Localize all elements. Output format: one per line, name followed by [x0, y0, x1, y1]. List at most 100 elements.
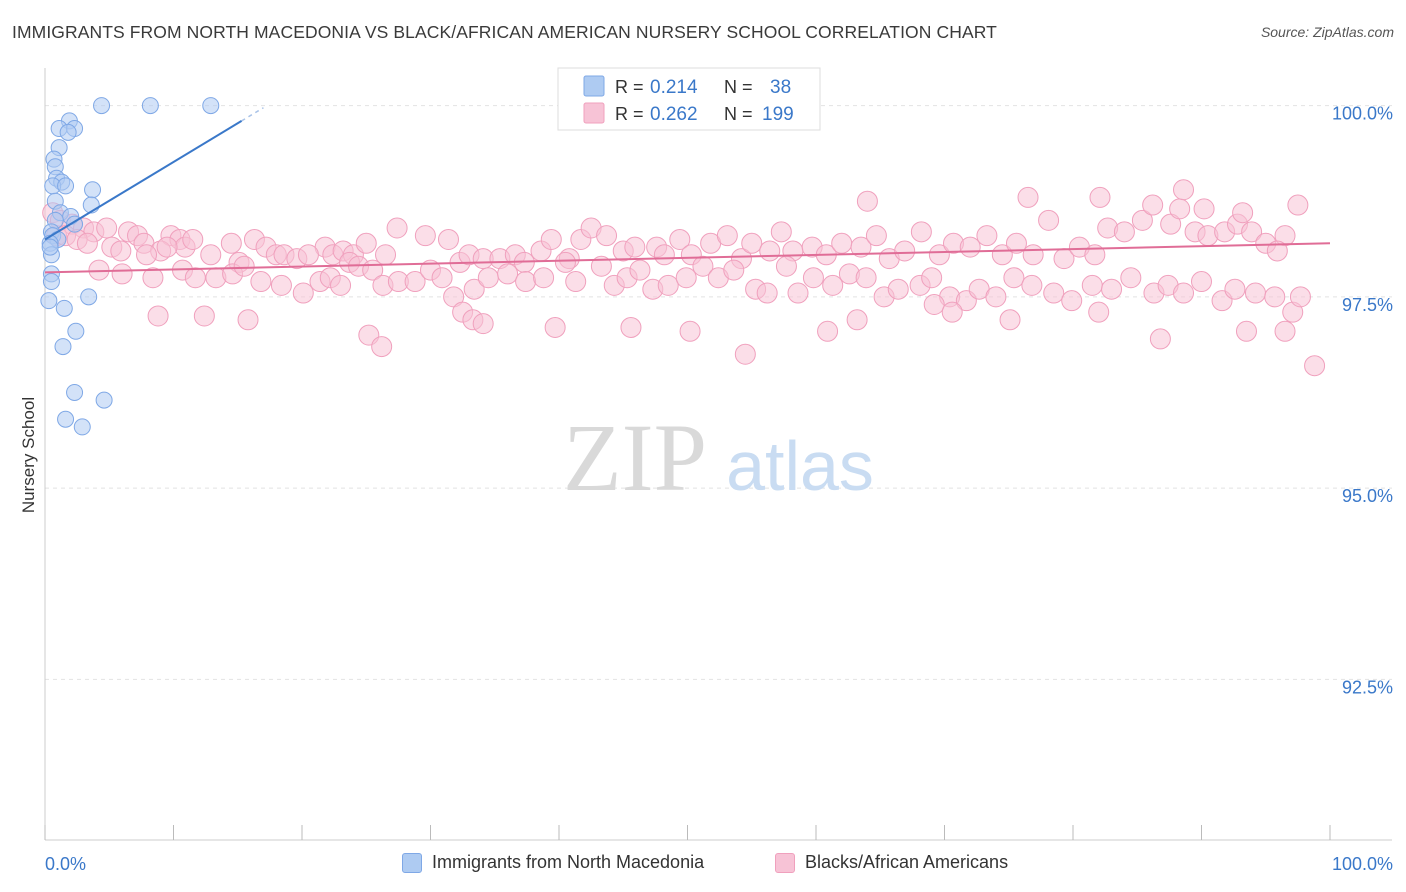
- series-legend: Immigrants from North Macedonia Blacks/A…: [0, 852, 1406, 878]
- pink-point: [1089, 186, 1111, 208]
- pink-point: [147, 305, 169, 327]
- trend-line-blue-extension: [241, 107, 264, 122]
- pink-point: [1021, 274, 1043, 296]
- pink-point: [431, 267, 453, 289]
- stats-legend-swatch-blue: [583, 75, 605, 97]
- pink-point: [1266, 240, 1288, 262]
- pink-point: [1173, 179, 1195, 201]
- pink-point: [1235, 320, 1257, 342]
- pink-point: [734, 343, 756, 365]
- pink-point: [620, 316, 642, 338]
- pink-point: [679, 320, 701, 342]
- y-axis-label: Nursery School: [19, 397, 38, 513]
- chart-source: Source: ZipAtlas.com: [1260, 24, 1394, 40]
- pink-point: [1274, 320, 1296, 342]
- tick-labels: 92.5% 95.0% 97.5% 100.0% 0.0% 100.0%: [45, 104, 1393, 874]
- pink-point: [657, 274, 679, 296]
- y-tick-label: 100.0%: [1332, 104, 1393, 124]
- stats-n-label-blue: N =: [724, 77, 753, 97]
- pink-point: [250, 271, 272, 293]
- pink-point: [463, 278, 485, 300]
- pink-point: [96, 217, 118, 239]
- pink-point: [292, 282, 314, 304]
- pink-point: [515, 271, 537, 293]
- pink-point: [330, 274, 352, 296]
- blue-point: [57, 177, 75, 195]
- pink-point: [437, 228, 459, 250]
- pink-point: [540, 228, 562, 250]
- watermark-atlas: atlas: [726, 427, 874, 505]
- pink-point: [865, 225, 887, 247]
- pink-point: [1142, 194, 1164, 216]
- pink-point: [1173, 282, 1195, 304]
- pink-point: [775, 255, 797, 277]
- pink-point: [1264, 286, 1286, 308]
- pink-point: [1193, 198, 1215, 220]
- y-tick-label: 92.5%: [1342, 677, 1393, 697]
- pink-point: [156, 236, 178, 258]
- pink-point: [959, 236, 981, 258]
- pink-point: [1149, 328, 1171, 350]
- pink-point: [1191, 271, 1212, 293]
- pink-point: [756, 282, 778, 304]
- pink-point: [477, 267, 499, 289]
- pink-point: [1304, 355, 1326, 377]
- stats-r-label-blue: R =: [615, 77, 644, 97]
- legend-item-blacks-african-americans[interactable]: Blacks/African Americans: [775, 852, 1008, 873]
- pink-point: [111, 263, 133, 285]
- pink-point: [894, 240, 916, 262]
- stats-r-value-pink: 0.262: [650, 104, 698, 125]
- pink-point: [233, 255, 255, 277]
- pink-point: [76, 232, 98, 254]
- pink-point: [846, 309, 868, 331]
- pink-point: [1287, 194, 1309, 216]
- pink-point: [741, 232, 763, 254]
- stats-r-label-pink: R =: [615, 104, 644, 124]
- blue-point: [84, 181, 102, 199]
- pink-point: [414, 225, 436, 247]
- pink-point: [533, 267, 555, 289]
- pink-point: [1101, 278, 1123, 300]
- blue-point: [202, 97, 220, 115]
- blue-point: [57, 410, 75, 428]
- axes: [44, 68, 1392, 841]
- pink-point: [1169, 198, 1191, 220]
- legend-swatch-pink: [775, 852, 795, 873]
- pink-point: [669, 228, 691, 250]
- pink-point: [817, 320, 839, 342]
- pink-point: [1005, 232, 1027, 254]
- blue-point: [93, 97, 111, 115]
- blue-point: [55, 299, 73, 317]
- pink-point: [910, 221, 932, 243]
- pink-point: [270, 274, 292, 296]
- pink-point: [802, 267, 824, 289]
- pink-point: [887, 278, 909, 300]
- pink-point: [822, 274, 844, 296]
- blue-point: [40, 292, 58, 310]
- pink-point: [787, 282, 809, 304]
- pink-point: [1081, 274, 1103, 296]
- blue-point: [80, 288, 98, 306]
- pink-point: [716, 225, 738, 247]
- legend-item-north-macedonia[interactable]: Immigrants from North Macedonia: [402, 852, 704, 873]
- pink-point: [692, 255, 714, 277]
- pink-point: [923, 294, 945, 315]
- legend-swatch-blue: [402, 852, 422, 873]
- trend-line-pink: [44, 242, 1331, 274]
- pink-point: [110, 240, 132, 262]
- pink-point: [544, 316, 566, 338]
- pink-point: [941, 301, 963, 323]
- pink-point: [1043, 282, 1065, 304]
- blue-point: [66, 383, 84, 401]
- blue-point: [42, 273, 60, 291]
- pink-point: [136, 244, 158, 266]
- gridlines: [45, 105, 1392, 680]
- pink-point: [590, 255, 612, 277]
- pink-point: [1244, 282, 1266, 304]
- pink-point: [554, 251, 576, 273]
- pink-point: [1088, 301, 1110, 323]
- pink-point: [497, 263, 519, 285]
- pink-point: [1131, 209, 1153, 231]
- blue-point: [141, 97, 159, 115]
- pink-point: [355, 232, 377, 254]
